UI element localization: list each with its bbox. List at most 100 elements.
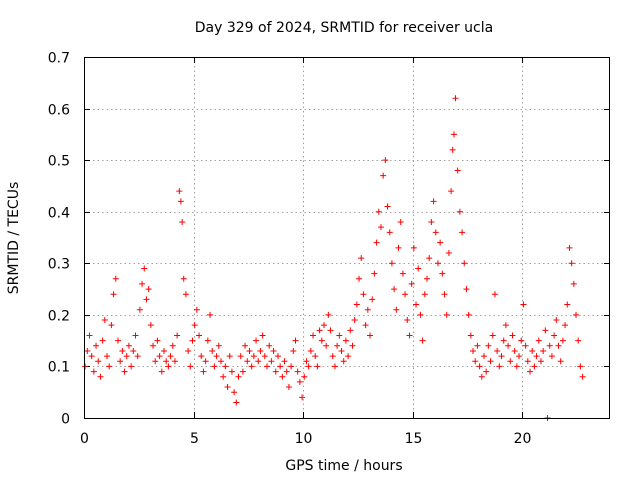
data-point [404, 317, 411, 324]
data-point [296, 378, 303, 385]
data-point [434, 260, 441, 267]
data-point [154, 337, 161, 344]
data-point [242, 342, 249, 349]
data-point [272, 368, 279, 375]
data-point [198, 353, 205, 360]
data-point [351, 317, 358, 324]
data-point [476, 363, 483, 370]
data-point [248, 363, 255, 370]
data-point [472, 358, 479, 365]
data-point [507, 358, 514, 365]
data-point [323, 342, 330, 349]
data-point [342, 337, 349, 344]
data-point [537, 358, 544, 365]
data-point [417, 311, 424, 318]
data-point [380, 172, 387, 179]
data-point [423, 275, 430, 282]
data-point [533, 353, 540, 360]
data-point [264, 363, 271, 370]
data-point [316, 327, 323, 334]
data-point [505, 342, 512, 349]
data-point [449, 146, 456, 153]
data-point [373, 239, 380, 246]
data-point [207, 311, 214, 318]
data-point [331, 363, 338, 370]
data-point [439, 270, 446, 277]
data-point [485, 342, 492, 349]
data-point [546, 342, 553, 349]
data-point [491, 291, 498, 298]
data-point [384, 203, 391, 210]
data-point [112, 275, 119, 282]
data-point [132, 332, 139, 339]
data-point [88, 353, 95, 360]
data-point [527, 368, 534, 375]
data-point [391, 286, 398, 293]
data-point [441, 291, 448, 298]
data-point [226, 353, 233, 360]
data-point [487, 358, 494, 365]
y-tick-label: 0.1 [48, 360, 70, 376]
data-point [347, 327, 354, 334]
data-point [520, 301, 527, 308]
data-point [575, 337, 582, 344]
data-point [158, 368, 165, 375]
data-point [99, 337, 106, 344]
data-point [310, 332, 317, 339]
data-point [564, 301, 571, 308]
data-point [362, 322, 369, 329]
data-point [386, 229, 393, 236]
data-point [318, 337, 325, 344]
data-point [228, 368, 235, 375]
data-point [152, 358, 159, 365]
data-point [270, 347, 277, 354]
y-tick-label: 0.7 [48, 51, 70, 67]
data-point [123, 353, 130, 360]
data-point [489, 332, 496, 339]
data-point [395, 244, 402, 251]
data-point [518, 337, 525, 344]
data-point [548, 353, 555, 360]
data-point [255, 358, 262, 365]
data-point [367, 332, 374, 339]
data-point [480, 353, 487, 360]
data-point [224, 384, 231, 391]
data-point [358, 255, 365, 262]
data-point [84, 347, 91, 354]
data-point [360, 291, 367, 298]
data-point [294, 368, 301, 375]
data-point [259, 332, 266, 339]
data-point [553, 317, 560, 324]
data-point [176, 188, 183, 195]
data-point [277, 363, 284, 370]
data-point [97, 373, 104, 380]
data-point [524, 358, 531, 365]
axis-ticks [84, 57, 610, 419]
data-point [500, 337, 507, 344]
data-point [463, 286, 470, 293]
data-point [566, 244, 573, 251]
data-point [364, 306, 371, 313]
data-point [448, 188, 455, 195]
data-point [139, 280, 146, 287]
data-point [513, 363, 520, 370]
data-point [191, 322, 198, 329]
x-axis-label: GPS time / hours [285, 458, 402, 474]
plot-frame [84, 57, 610, 419]
data-point [570, 280, 577, 287]
x-tick-label: 10 [295, 431, 313, 447]
data-point [406, 332, 413, 339]
data-point [496, 363, 503, 370]
data-point [209, 347, 216, 354]
data-point [200, 368, 207, 375]
data-point [338, 347, 345, 354]
chart-title: Day 329 of 2024, SRMTID for receiver ucl… [195, 20, 493, 36]
y-tick-label: 0.4 [48, 206, 70, 222]
x-tick-label: 15 [405, 431, 423, 447]
data-point [301, 373, 308, 380]
data-point [279, 373, 286, 380]
data-point [174, 332, 181, 339]
data-point [340, 358, 347, 365]
data-point [299, 394, 306, 401]
data-point [388, 260, 395, 267]
